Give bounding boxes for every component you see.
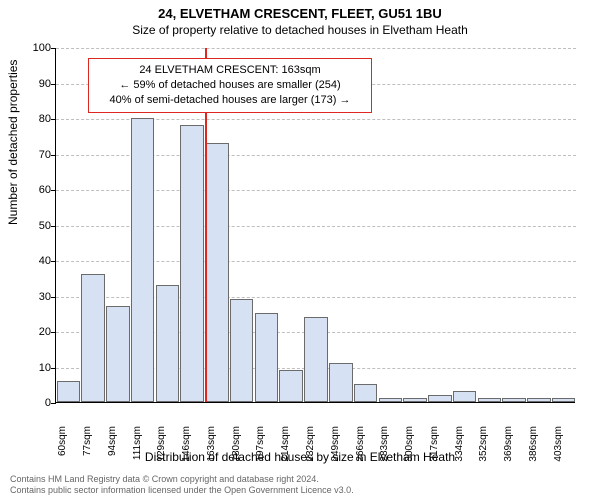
histogram-bar <box>205 143 229 402</box>
xtick-label: 403sqm <box>559 408 570 444</box>
footer-attribution: Contains HM Land Registry data © Crown c… <box>10 474 354 497</box>
xtick-label: 111sqm <box>138 408 149 442</box>
gridline <box>56 48 576 49</box>
histogram-bar <box>527 398 551 402</box>
xtick-label: 197sqm <box>261 408 272 444</box>
ytick-mark <box>51 119 56 120</box>
histogram-bar <box>230 299 254 402</box>
xtick-label: 334sqm <box>460 408 471 444</box>
xtick-label: 94sqm <box>113 408 124 438</box>
plot-area: 010203040506070809010060sqm77sqm94sqm111… <box>55 48 575 403</box>
histogram-bar <box>156 285 180 402</box>
histogram-bar <box>57 381 81 402</box>
histogram-bar <box>453 391 477 402</box>
plot-frame: 010203040506070809010060sqm77sqm94sqm111… <box>55 48 575 403</box>
ytick-mark <box>51 261 56 262</box>
ytick-mark <box>51 297 56 298</box>
histogram-bar <box>502 398 526 402</box>
xtick-label: 163sqm <box>212 408 223 444</box>
xtick-label: 386sqm <box>534 408 545 444</box>
xtick-label: 266sqm <box>361 408 372 444</box>
xtick-label: 249sqm <box>336 408 347 444</box>
ytick-mark <box>51 368 56 369</box>
xtick-label: 60sqm <box>63 408 74 438</box>
histogram-bar <box>180 125 204 402</box>
histogram-bar <box>478 398 502 402</box>
ytick-mark <box>51 155 56 156</box>
annotation-line: 24 ELVETHAM CRESCENT: 163sqm <box>95 63 365 78</box>
xtick-label: 283sqm <box>385 408 396 444</box>
ytick-mark <box>51 48 56 49</box>
xtick-label: 146sqm <box>187 408 198 444</box>
xtick-label: 180sqm <box>237 408 248 444</box>
ytick-label: 70 <box>11 149 51 161</box>
chart-subtitle: Size of property relative to detached ho… <box>0 21 600 37</box>
ytick-label: 80 <box>11 113 51 125</box>
histogram-bar <box>255 313 279 402</box>
ytick-label: 100 <box>11 42 51 54</box>
histogram-bar <box>81 274 105 402</box>
xtick-label: 352sqm <box>484 408 495 444</box>
ytick-mark <box>51 332 56 333</box>
histogram-bar <box>428 395 452 402</box>
x-axis-label: Distribution of detached houses by size … <box>0 450 600 464</box>
footer-line2: Contains public sector information licen… <box>10 485 354 496</box>
ytick-mark <box>51 190 56 191</box>
ytick-mark <box>51 84 56 85</box>
ytick-label: 10 <box>11 362 51 374</box>
ytick-label: 0 <box>11 397 51 409</box>
histogram-bar <box>131 118 155 402</box>
annotation-line: 40% of semi-detached houses are larger (… <box>95 93 365 108</box>
xtick-label: 232sqm <box>311 408 322 444</box>
xtick-label: 317sqm <box>435 408 446 444</box>
histogram-bar <box>279 370 303 402</box>
histogram-bar <box>329 363 353 402</box>
ytick-label: 50 <box>11 220 51 232</box>
ytick-label: 90 <box>11 78 51 90</box>
footer-line1: Contains HM Land Registry data © Crown c… <box>10 474 354 485</box>
ytick-label: 60 <box>11 184 51 196</box>
histogram-bar <box>552 398 576 402</box>
histogram-bar <box>304 317 328 402</box>
xtick-label: 77sqm <box>88 408 99 438</box>
ytick-label: 20 <box>11 326 51 338</box>
xtick-label: 369sqm <box>509 408 520 444</box>
histogram-bar <box>379 398 403 402</box>
chart-title: 24, ELVETHAM CRESCENT, FLEET, GU51 1BU <box>0 0 600 21</box>
xtick-label: 300sqm <box>410 408 421 444</box>
xtick-label: 129sqm <box>162 408 173 444</box>
annotation-line: ← 59% of detached houses are smaller (25… <box>95 78 365 93</box>
histogram-bar <box>106 306 130 402</box>
xtick-label: 214sqm <box>286 408 297 444</box>
ytick-mark <box>51 226 56 227</box>
chart-container: 24, ELVETHAM CRESCENT, FLEET, GU51 1BU S… <box>0 0 600 500</box>
ytick-mark <box>51 403 56 404</box>
histogram-bar <box>403 398 427 402</box>
annotation-box: 24 ELVETHAM CRESCENT: 163sqm← 59% of det… <box>88 58 372 113</box>
ytick-label: 30 <box>11 291 51 303</box>
ytick-label: 40 <box>11 255 51 267</box>
histogram-bar <box>354 384 378 402</box>
